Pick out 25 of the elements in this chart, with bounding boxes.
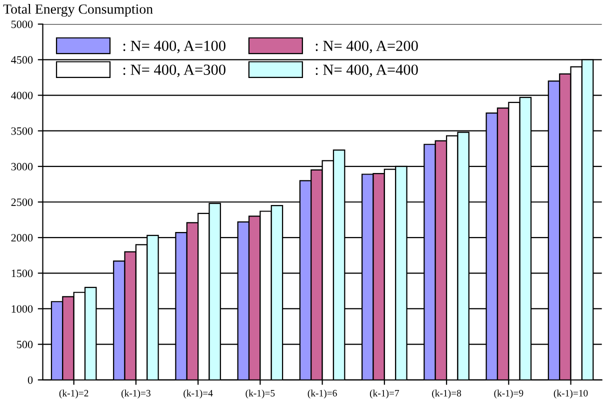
y-tick-label: 2000 <box>11 234 33 242</box>
y-tick-label: 500 <box>17 340 33 348</box>
y-tick-label: 1000 <box>12 305 33 313</box>
legend-label: : N= 400, A=300 <box>123 64 226 78</box>
y-tick-label: 2500 <box>11 198 33 206</box>
x-tick-label: (k-1)=2 <box>59 390 88 398</box>
x-tick-label: (k-1)=10 <box>554 390 588 398</box>
x-tick-label: (k-1)=3 <box>121 390 150 398</box>
x-tick-label: (k-1)=8 <box>432 390 462 398</box>
x-tick-label: (k-1)=9 <box>494 390 524 398</box>
y-tick-label: 1500 <box>12 270 33 278</box>
y-tick-label: 5000 <box>11 20 33 28</box>
y-tick-label: 4000 <box>11 92 33 100</box>
x-tick-label: (k-1)=7 <box>370 390 400 398</box>
y-tick-label: 3000 <box>11 162 33 170</box>
legend-label: : N= 400, A=100 <box>123 40 226 54</box>
legend-label: : N= 400, A=200 <box>316 40 418 54</box>
y-tick-label: 3500 <box>11 127 33 135</box>
chart-title: Total Energy Consumption <box>3 4 153 17</box>
legend-label: : N= 400, A=400 <box>316 64 418 78</box>
x-tick-label: (k-1)=5 <box>246 390 275 398</box>
y-tick-label: 4500 <box>11 56 33 64</box>
x-tick-label: (k-1)=4 <box>184 390 213 398</box>
x-tick-label: (k-1)=6 <box>308 390 337 398</box>
y-tick-label: 0 <box>28 376 33 384</box>
